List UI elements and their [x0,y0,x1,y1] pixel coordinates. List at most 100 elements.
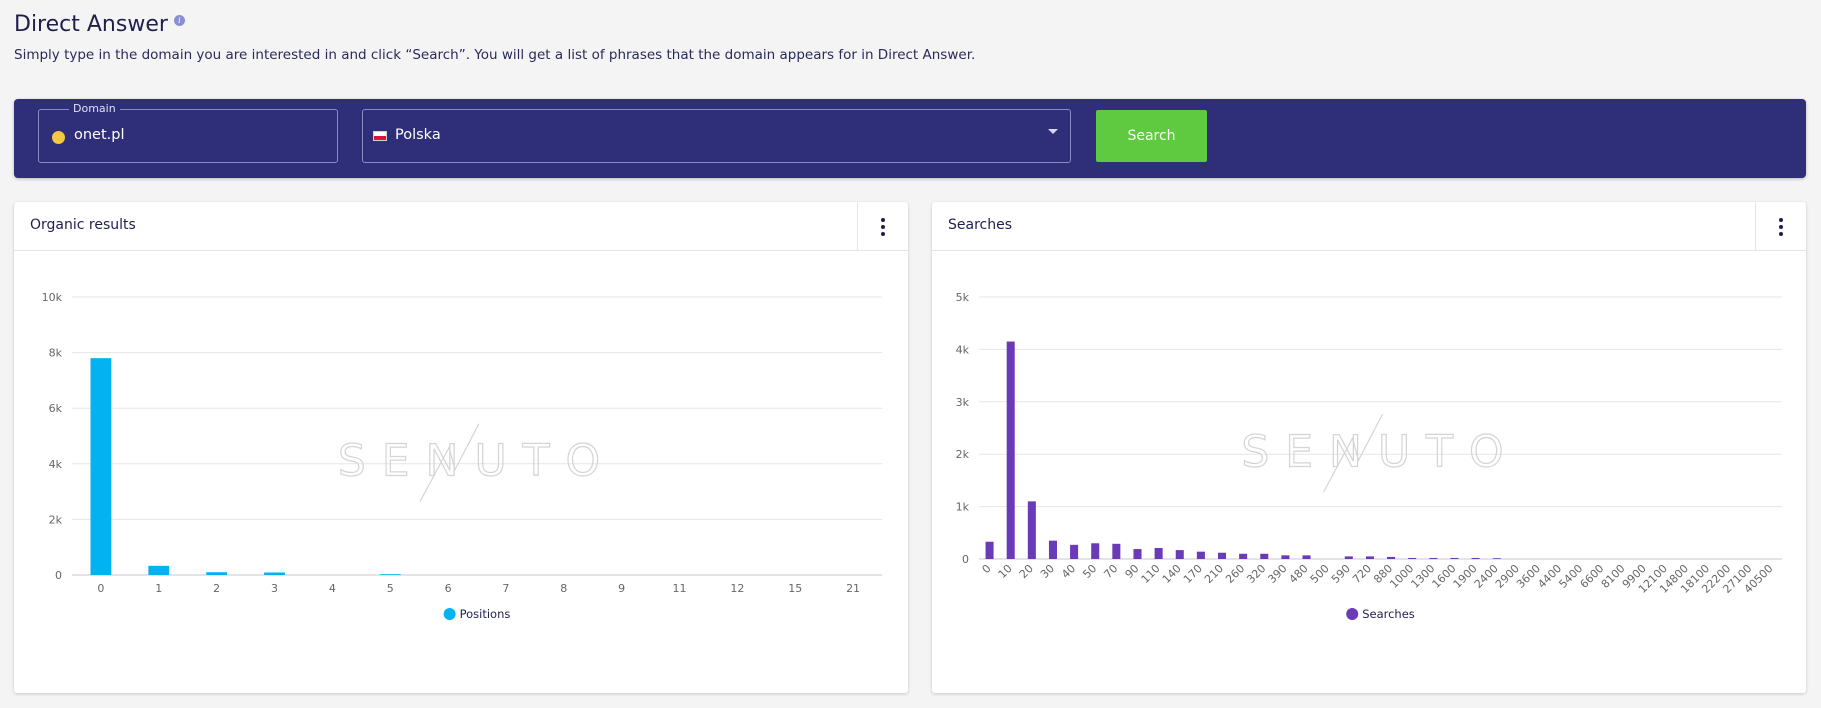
x-tick-label: 1 [155,582,162,595]
x-tick-label: 390 [1265,562,1289,586]
chart-bar[interactable] [90,358,112,575]
more-vertical-icon[interactable] [1755,202,1806,251]
x-tick-label: 480 [1287,562,1311,586]
chart-bar[interactable] [206,572,228,575]
card-header: Searches [932,202,1806,251]
chevron-down-icon[interactable] [1048,129,1058,134]
x-tick-label: 170 [1181,562,1205,586]
search-button[interactable]: Search [1096,110,1207,162]
x-tick-label: 590 [1329,562,1353,586]
x-tick-label: 15 [788,582,802,595]
country-select[interactable]: Polska [362,109,1071,163]
chart-bar[interactable] [1365,556,1374,559]
chart-bar[interactable] [1471,557,1480,559]
chart-bar[interactable] [1091,543,1100,559]
x-tick-label: 7 [502,582,509,595]
y-tick-label: 2k [956,448,970,461]
organic-results-card: Organic results 0 2k 4k 6k 8k 10k SENUTO 0 1 2 3 4 5… [14,202,908,693]
x-tick-label: 720 [1350,562,1374,586]
x-tick-label: 50 [1080,562,1099,581]
chart-bar[interactable] [1217,552,1227,559]
chart-bar[interactable] [1112,543,1121,559]
domain-status-icon [52,131,65,144]
chart-bar[interactable] [1429,557,1438,559]
y-tick-label: 6k [49,402,63,415]
page-title-text: Direct Answer [14,12,168,37]
x-tick-label: 0 [97,582,104,595]
watermark-logo: SENUTO [338,436,616,487]
legend-marker[interactable] [443,608,456,620]
legend-label[interactable]: Searches [1362,607,1415,621]
x-tick-label: 2 [213,582,220,595]
x-tick-label: 210 [1202,562,1226,586]
chart-bar[interactable] [1027,501,1036,559]
x-tick-label: 8 [560,582,567,595]
x-tick-label: 9 [618,582,625,595]
chart-bar[interactable] [1175,550,1184,559]
page-title: Direct Answer i [14,12,185,37]
x-tick-label: 21 [846,582,860,595]
chart-bar[interactable] [1260,553,1269,559]
card-title: Organic results [30,217,136,233]
legend-label[interactable]: Positions [460,607,511,621]
domain-input[interactable] [74,127,314,143]
y-tick-label: 0 [55,569,62,582]
x-tick-label: 5 [387,582,394,595]
watermark-logo-stroke [419,423,480,502]
x-tick-label: 0 [980,562,994,576]
chart-bar[interactable] [148,565,170,575]
chart-bar[interactable] [1048,540,1057,559]
chart-bar[interactable] [1196,551,1205,559]
y-tick-label: 1k [956,501,970,514]
x-tick-label: 6 [445,582,452,595]
watermark-logo: SENUTO [1241,426,1519,477]
y-tick-label: 5k [956,291,970,304]
chart-bar[interactable] [1492,558,1501,559]
chart-bar[interactable] [1006,341,1015,559]
x-tick-label: 30 [1038,562,1057,581]
x-tick-label: 10 [996,562,1015,581]
page-subtitle: Simply type in the domain you are intere… [14,47,976,63]
chart-bar[interactable] [1133,549,1142,559]
chart-bar[interactable] [1070,544,1079,559]
more-vertical-icon[interactable] [857,202,908,251]
y-tick-label: 10k [42,291,63,304]
chart-bar[interactable] [985,541,994,559]
x-tick-label: 500 [1308,562,1332,586]
country-value: Polska [395,127,441,143]
y-tick-label: 4k [49,458,63,471]
chart-bar[interactable] [379,574,401,575]
searches-card: Searches 0 1k 2k 3k 4k 5k SENUTO 0 10 20 30 40 50 70 9… [932,202,1806,693]
x-tick-label: 70 [1101,562,1120,581]
chart-bar[interactable] [1408,557,1417,559]
legend-marker[interactable] [1346,608,1359,620]
search-bar: Domain Polska Search [14,99,1806,178]
x-tick-label: 20 [1017,562,1036,581]
x-tick-label: 3 [271,582,278,595]
poland-flag-icon [373,131,387,141]
info-icon[interactable]: i [173,15,185,26]
chart-bar[interactable] [1154,547,1163,559]
chart-bar[interactable] [1450,557,1459,559]
x-tick-label: 11 [673,582,687,595]
x-tick-label: 4 [329,582,336,595]
chart-bar[interactable] [1344,556,1353,559]
chart-bar[interactable] [1239,553,1248,559]
x-tick-label: 12 [730,582,744,595]
chart-bar[interactable] [1387,556,1396,559]
x-tick-label: 320 [1244,562,1268,586]
chart-bar[interactable] [1281,555,1290,559]
y-tick-label: 3k [956,396,970,409]
x-tick-label: 140 [1160,562,1184,586]
chart-bar[interactable] [1302,555,1311,559]
chart-bar[interactable] [264,572,285,575]
x-tick-label: 110 [1139,562,1163,586]
y-tick-label: 2k [49,513,63,526]
x-tick-label: 260 [1223,562,1247,586]
card-title: Searches [948,217,1013,233]
y-tick-label: 4k [956,343,970,356]
card-header: Organic results [14,202,908,251]
domain-field[interactable]: Domain [38,102,338,163]
